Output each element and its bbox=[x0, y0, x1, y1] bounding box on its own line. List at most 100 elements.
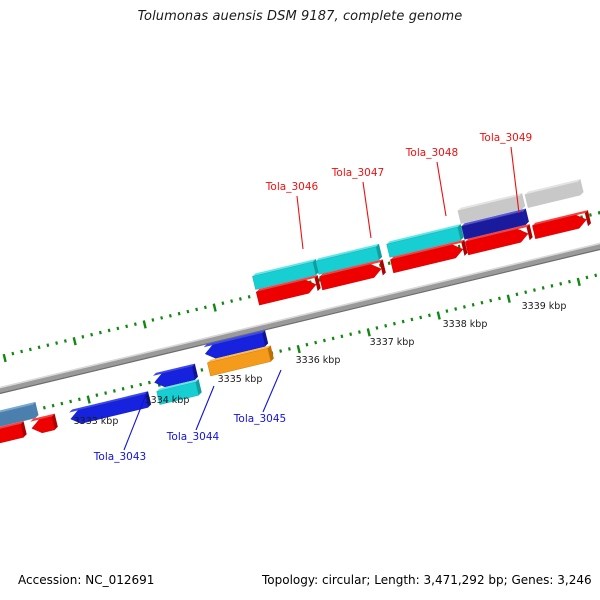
gene-feature[interactable] bbox=[152, 363, 198, 388]
tick-minor bbox=[480, 300, 484, 305]
gene-feature[interactable] bbox=[207, 345, 274, 377]
tick-minor bbox=[133, 322, 137, 326]
gene-side-face bbox=[457, 224, 464, 241]
gene-body[interactable] bbox=[390, 244, 464, 274]
tick-minor bbox=[95, 393, 99, 397]
label-text-layer: 3333 kbp 3334 kbp 3335 kbp 3336 kbp 3337 kbp… bbox=[74, 132, 567, 463]
gene-top-face bbox=[532, 210, 588, 226]
gene-top-face bbox=[252, 258, 316, 277]
gene-side-face bbox=[314, 274, 321, 292]
gene-body[interactable] bbox=[70, 394, 149, 424]
tick-minor bbox=[410, 317, 414, 322]
tick-minor bbox=[454, 307, 458, 311]
gene-body[interactable] bbox=[252, 261, 317, 290]
gene-feature[interactable] bbox=[390, 239, 468, 274]
tick-minor bbox=[317, 278, 321, 282]
gene-body[interactable] bbox=[319, 264, 382, 291]
gene-body[interactable] bbox=[255, 279, 317, 306]
tick-minor bbox=[349, 332, 353, 337]
tick-major bbox=[72, 337, 77, 346]
gene-body[interactable] bbox=[207, 348, 272, 377]
gene-label-tola_3049[interactable]: Tola_3049 bbox=[479, 132, 532, 144]
tick-minor bbox=[116, 326, 120, 331]
gene-feature[interactable] bbox=[524, 178, 584, 208]
tick-minor bbox=[597, 211, 600, 215]
gene-body[interactable] bbox=[204, 333, 266, 359]
gene-body[interactable] bbox=[0, 404, 36, 427]
tick-minor bbox=[287, 347, 291, 351]
gene-feature[interactable] bbox=[457, 192, 526, 225]
gene-feature[interactable] bbox=[319, 259, 386, 291]
gene-body[interactable] bbox=[31, 416, 56, 434]
gene-top-face bbox=[0, 421, 24, 430]
tick-major bbox=[142, 320, 147, 329]
gene-feature[interactable] bbox=[386, 224, 464, 258]
tick-major bbox=[576, 277, 581, 287]
gene-side-face bbox=[577, 178, 584, 196]
gene-top-face bbox=[152, 363, 195, 376]
gene-feature[interactable] bbox=[465, 224, 533, 256]
tick-minor bbox=[11, 351, 15, 356]
gene-side-face bbox=[51, 413, 58, 430]
gene-label-tola_3046[interactable]: Tola_3046 bbox=[265, 181, 319, 193]
gene-features-layer[interactable] bbox=[0, 178, 592, 444]
gene-body[interactable] bbox=[457, 195, 523, 225]
gene-side-face bbox=[522, 208, 529, 225]
gene-body[interactable] bbox=[154, 366, 196, 388]
gene-label-tola_3045[interactable]: Tola_3045 bbox=[233, 413, 286, 425]
genome-axis-highlight bbox=[0, 242, 600, 389]
tick-minor bbox=[77, 397, 81, 402]
gene-side-face bbox=[584, 210, 592, 227]
gene-feature[interactable] bbox=[156, 379, 202, 405]
tick-major bbox=[506, 294, 511, 303]
gene-feature[interactable] bbox=[252, 258, 319, 290]
gene-feature[interactable] bbox=[315, 243, 383, 275]
tick-minor bbox=[279, 349, 283, 353]
gene-feature[interactable] bbox=[69, 391, 152, 424]
tick-minor bbox=[130, 384, 134, 389]
label-leader-line bbox=[123, 391, 148, 451]
gene-side-face bbox=[32, 401, 39, 418]
tick-minor bbox=[357, 330, 361, 334]
gene-feature[interactable] bbox=[461, 208, 529, 240]
tick-minor bbox=[112, 389, 116, 393]
gene-label-tola_3047[interactable]: Tola_3047 bbox=[331, 167, 384, 179]
tick-major bbox=[212, 303, 217, 312]
gene-top-face bbox=[0, 401, 36, 413]
gene-top-face bbox=[207, 345, 271, 363]
tick-minor bbox=[462, 305, 466, 309]
gene-top-face bbox=[319, 259, 383, 277]
gene-label-tola_3043[interactable]: Tola_3043 bbox=[93, 451, 146, 463]
tick-minor bbox=[559, 281, 563, 286]
gene-feature[interactable] bbox=[0, 401, 39, 427]
tick-minor bbox=[160, 316, 164, 320]
gene-top-face bbox=[465, 224, 530, 242]
gene-label-tola_3048[interactable]: Tola_3048 bbox=[405, 147, 458, 159]
tick-minor bbox=[489, 298, 493, 303]
gene-feature[interactable] bbox=[203, 330, 269, 359]
gene-label-tola_3044[interactable]: Tola_3044 bbox=[166, 431, 220, 443]
gene-side-face bbox=[20, 421, 27, 438]
axis-tick-label: 3339 kbp bbox=[522, 301, 567, 312]
gene-body[interactable] bbox=[0, 423, 24, 444]
gene-feature[interactable] bbox=[0, 421, 27, 444]
gene-feature[interactable] bbox=[532, 210, 592, 240]
tick-minor bbox=[98, 330, 102, 335]
gene-body[interactable] bbox=[465, 228, 529, 256]
genome-stats-status: Topology: circular; Length: 3,471,292 bp… bbox=[262, 573, 592, 587]
gene-feature[interactable] bbox=[30, 413, 58, 434]
gene-body[interactable] bbox=[156, 381, 199, 405]
tick-minor bbox=[375, 326, 379, 330]
gene-body[interactable] bbox=[524, 181, 581, 208]
gene-side-face bbox=[195, 379, 202, 396]
gene-feature[interactable] bbox=[255, 274, 321, 306]
gene-body[interactable] bbox=[532, 214, 587, 240]
gene-body[interactable] bbox=[386, 226, 462, 258]
tick-minor bbox=[168, 313, 172, 318]
gene-body[interactable] bbox=[315, 246, 380, 275]
label-leader-line bbox=[510, 146, 520, 214]
gene-body[interactable] bbox=[461, 211, 527, 240]
label-leader-line bbox=[262, 369, 282, 413]
